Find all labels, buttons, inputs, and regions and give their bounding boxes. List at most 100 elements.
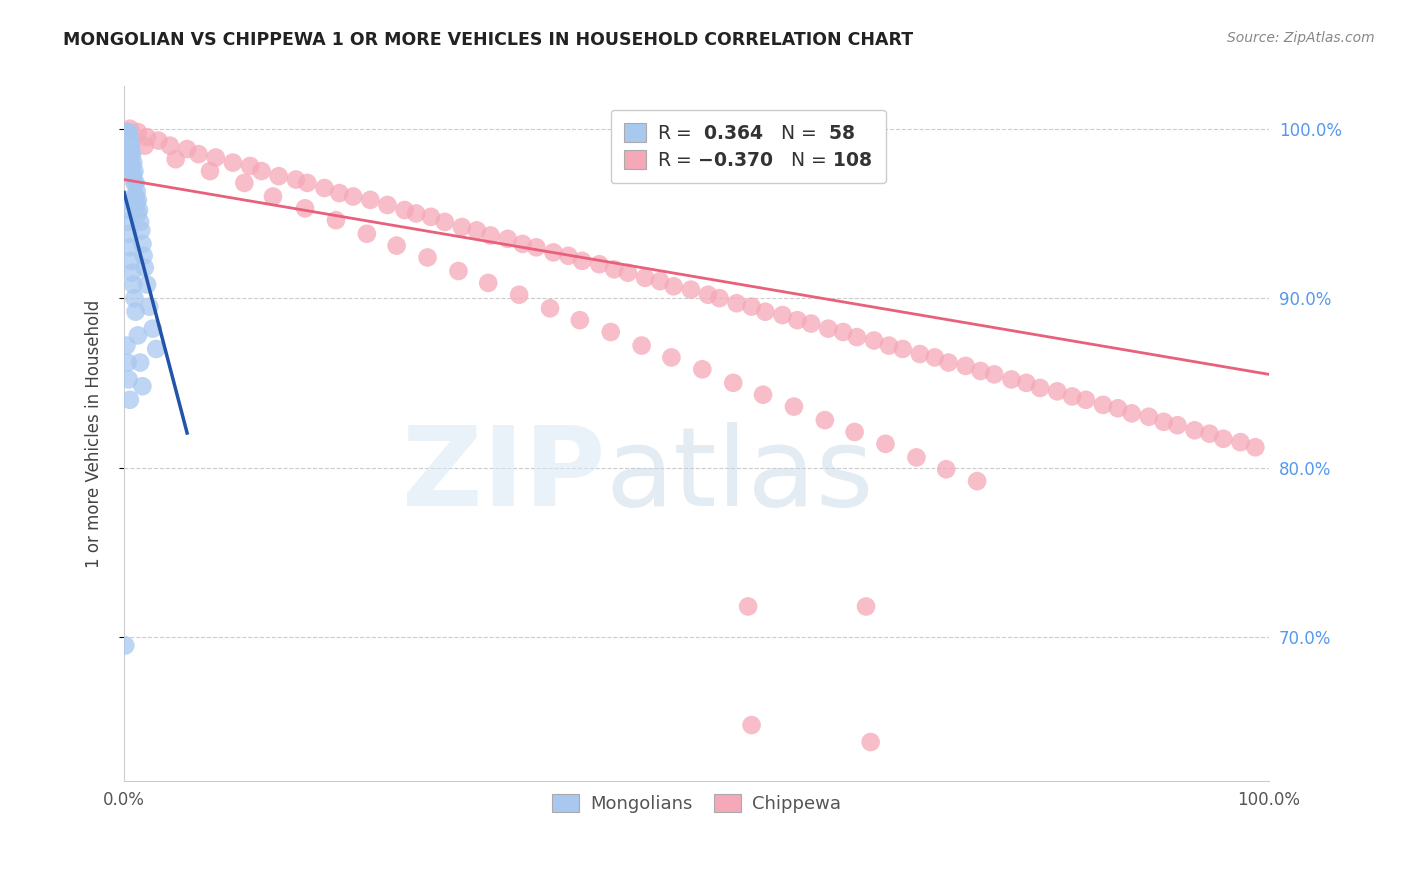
Point bbox=[863, 334, 886, 348]
Point bbox=[222, 155, 245, 169]
Point bbox=[115, 338, 138, 352]
Point bbox=[935, 462, 957, 476]
Point bbox=[844, 425, 866, 439]
Text: ZIP: ZIP bbox=[402, 422, 605, 529]
Point bbox=[1229, 435, 1251, 450]
Point bbox=[416, 251, 439, 265]
Point bbox=[859, 735, 882, 749]
Point bbox=[752, 388, 775, 402]
Point bbox=[120, 138, 142, 153]
Point bbox=[405, 206, 427, 220]
Text: Source: ZipAtlas.com: Source: ZipAtlas.com bbox=[1227, 31, 1375, 45]
Point bbox=[571, 253, 593, 268]
Point bbox=[1046, 384, 1069, 399]
Point bbox=[524, 240, 547, 254]
Point bbox=[557, 249, 579, 263]
Point bbox=[122, 155, 145, 169]
Point bbox=[741, 718, 763, 732]
Point bbox=[118, 240, 141, 254]
Point bbox=[692, 362, 714, 376]
Point bbox=[891, 342, 914, 356]
Point bbox=[284, 172, 307, 186]
Point bbox=[145, 342, 167, 356]
Point bbox=[737, 599, 759, 614]
Point bbox=[142, 321, 165, 335]
Point bbox=[117, 134, 139, 148]
Point bbox=[294, 202, 316, 216]
Point bbox=[328, 186, 350, 200]
Point bbox=[465, 223, 488, 237]
Point bbox=[709, 291, 731, 305]
Point bbox=[955, 359, 977, 373]
Point bbox=[118, 134, 141, 148]
Point bbox=[114, 193, 136, 207]
Point bbox=[115, 134, 138, 148]
Point bbox=[120, 253, 142, 268]
Point bbox=[165, 152, 187, 166]
Point bbox=[118, 227, 141, 241]
Point bbox=[648, 274, 671, 288]
Point bbox=[118, 138, 141, 153]
Point bbox=[814, 413, 837, 427]
Point bbox=[817, 321, 839, 335]
Point bbox=[479, 228, 502, 243]
Point bbox=[250, 164, 273, 178]
Point bbox=[121, 159, 143, 173]
Point bbox=[124, 291, 146, 305]
Point bbox=[588, 257, 610, 271]
Point bbox=[120, 147, 142, 161]
Point bbox=[129, 215, 152, 229]
Point bbox=[127, 328, 149, 343]
Point bbox=[198, 164, 221, 178]
Point bbox=[267, 169, 290, 183]
Point bbox=[117, 142, 139, 156]
Point bbox=[725, 296, 748, 310]
Point bbox=[1074, 392, 1097, 407]
Point bbox=[120, 159, 142, 173]
Point bbox=[118, 151, 141, 165]
Legend: Mongolians, Chippewa: Mongolians, Chippewa bbox=[541, 783, 852, 824]
Point bbox=[1198, 426, 1220, 441]
Point bbox=[477, 276, 499, 290]
Point bbox=[538, 301, 561, 316]
Point bbox=[124, 164, 146, 178]
Point bbox=[634, 270, 657, 285]
Point bbox=[855, 599, 877, 614]
Point bbox=[131, 236, 153, 251]
Point bbox=[661, 351, 683, 365]
Point bbox=[118, 125, 141, 139]
Point bbox=[115, 125, 138, 139]
Point bbox=[1000, 372, 1022, 386]
Point bbox=[679, 283, 702, 297]
Point bbox=[359, 193, 381, 207]
Point bbox=[697, 287, 720, 301]
Point bbox=[118, 130, 141, 145]
Point bbox=[908, 347, 931, 361]
Y-axis label: 1 or more Vehicles in Household: 1 or more Vehicles in Household bbox=[86, 300, 103, 568]
Point bbox=[845, 330, 868, 344]
Point bbox=[325, 213, 347, 227]
Point bbox=[433, 215, 456, 229]
Point bbox=[905, 450, 928, 465]
Point bbox=[420, 210, 443, 224]
Point bbox=[723, 376, 745, 390]
Point bbox=[832, 325, 855, 339]
Point bbox=[115, 202, 138, 217]
Point bbox=[136, 130, 159, 145]
Point bbox=[741, 300, 763, 314]
Point bbox=[630, 338, 652, 352]
Point bbox=[136, 277, 159, 292]
Text: atlas: atlas bbox=[605, 422, 873, 529]
Point bbox=[187, 147, 209, 161]
Point bbox=[1015, 376, 1038, 390]
Point bbox=[783, 400, 806, 414]
Point bbox=[124, 176, 146, 190]
Point bbox=[138, 300, 160, 314]
Point bbox=[1107, 401, 1129, 416]
Point bbox=[125, 185, 148, 199]
Point bbox=[233, 176, 256, 190]
Point bbox=[877, 338, 900, 352]
Point bbox=[385, 238, 408, 252]
Point bbox=[134, 138, 156, 153]
Text: MONGOLIAN VS CHIPPEWA 1 OR MORE VEHICLES IN HOUSEHOLD CORRELATION CHART: MONGOLIAN VS CHIPPEWA 1 OR MORE VEHICLES… bbox=[63, 31, 914, 49]
